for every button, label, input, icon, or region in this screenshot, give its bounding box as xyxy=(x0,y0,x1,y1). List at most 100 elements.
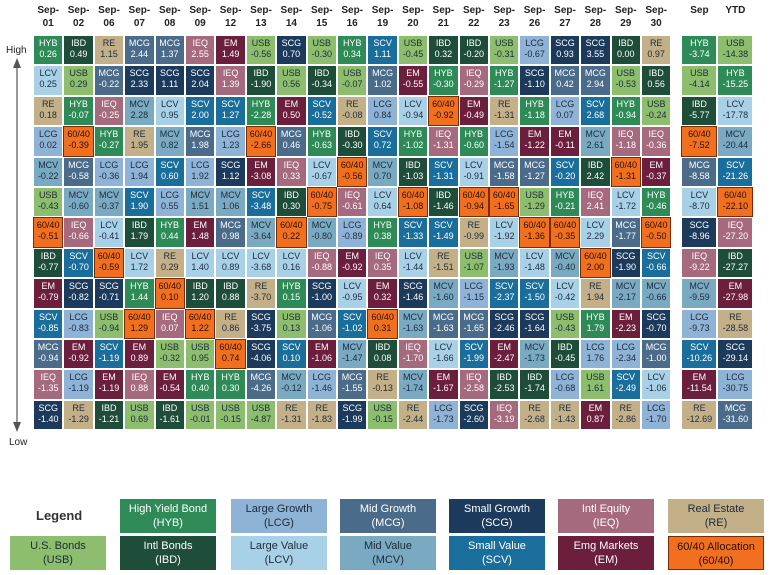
return-cell: USB 1.61 xyxy=(580,369,611,400)
return-value: -0.55 xyxy=(402,79,424,90)
return-value: -27.98 xyxy=(722,292,749,303)
return-value: -3.70 xyxy=(250,292,272,303)
return-cell: LCV 2.29 xyxy=(580,217,611,248)
legend-abbr: (LCG) xyxy=(264,517,294,529)
return-cell: MCV -1.60 xyxy=(428,278,459,309)
return-value: 1.61 xyxy=(586,383,605,394)
asset-code: LCG xyxy=(312,372,332,383)
return-value: -1.83 xyxy=(311,413,333,424)
asset-code: SCG xyxy=(524,68,545,79)
return-value: 1.95 xyxy=(130,140,149,151)
column-header-line2: 13 xyxy=(255,18,267,29)
asset-code: USB xyxy=(403,38,423,48)
return-cell: SCG -0.70 xyxy=(641,308,672,339)
return-cell: SCG 1.11 xyxy=(154,65,185,96)
legend-item: Emg Markets (EM) xyxy=(558,536,654,570)
return-value: 1.02 xyxy=(373,79,392,90)
return-value: -29.14 xyxy=(722,353,749,363)
legend-name: U.S. Bonds xyxy=(30,540,86,552)
asset-code: LCG xyxy=(69,372,88,383)
asset-code: USB xyxy=(130,402,149,413)
return-cell: MCG 2.44 xyxy=(124,35,155,66)
asset-code: RE xyxy=(345,98,359,109)
return-cell: MCV 2.28 xyxy=(124,95,155,127)
asset-code: EM xyxy=(315,342,329,352)
return-value: -0.85 xyxy=(37,322,59,333)
return-value: -31.60 xyxy=(722,413,749,424)
return-cell: LCG -1.54 xyxy=(489,126,520,157)
return-value: -1.44 xyxy=(402,261,424,272)
asset-code: SCG xyxy=(251,342,271,352)
return-cell: USB -0.53 xyxy=(610,65,641,96)
column-header-line2: 09 xyxy=(194,18,206,29)
asset-code: LCV xyxy=(690,190,709,200)
return-cell: RE -1.43 xyxy=(549,399,581,431)
return-cell: SCG -2.46 xyxy=(489,308,520,339)
return-cell: MCG -1.65 xyxy=(458,308,489,339)
asset-code: MCG xyxy=(432,311,454,322)
return-cell: SCG -0.71 xyxy=(93,278,125,309)
return-value: -0.58 xyxy=(68,170,89,181)
return-value: 1.22 xyxy=(191,322,209,333)
return-value: 2.55 xyxy=(191,49,209,59)
return-value: -1.64 xyxy=(524,322,545,333)
asset-code: MCV xyxy=(524,342,545,352)
return-cell: RE -2.68 xyxy=(519,399,550,431)
asset-code: SCV xyxy=(525,281,544,292)
asset-code: MCG xyxy=(68,159,90,170)
column-header-line2: 02 xyxy=(73,18,85,29)
return-value: 2.42 xyxy=(586,170,605,181)
return-cell: HYB -1.18 xyxy=(519,95,550,127)
return-value: -1.73 xyxy=(524,353,545,363)
return-cell: EM -2.47 xyxy=(489,339,520,370)
return-value: -4.06 xyxy=(250,353,272,363)
asset-code: EM xyxy=(619,311,633,322)
legend-abbr: (SCG) xyxy=(481,517,513,529)
return-cell: HYB 0.34 xyxy=(337,35,368,66)
return-value: 0.72 xyxy=(373,140,392,151)
return-value: -1.31 xyxy=(433,170,454,181)
return-cell: LCV -1.44 xyxy=(397,247,429,279)
asset-code: EM xyxy=(223,38,238,48)
asset-code: IEQ xyxy=(344,190,360,200)
return-cell: SCV 2.00 xyxy=(185,95,216,127)
return-cell: USB -0.56 xyxy=(245,35,277,66)
asset-code: LCV xyxy=(161,98,179,109)
return-cell: 60/40 2.00 xyxy=(580,247,611,279)
return-value: -1.27 xyxy=(524,170,545,181)
asset-code: HYB xyxy=(434,68,453,79)
asset-code: HYB xyxy=(726,68,745,79)
column-header-line1: Sep- xyxy=(371,5,394,16)
return-value: -10.26 xyxy=(686,353,713,363)
return-cell: USB -4.14 xyxy=(681,65,718,96)
return-cell: HYB -1.02 xyxy=(397,126,429,157)
return-value: -0.36 xyxy=(645,140,667,151)
asset-code: LCG xyxy=(616,342,636,352)
legend-item: Large Value (LCV) xyxy=(231,536,327,570)
asset-code: HYB xyxy=(403,129,423,140)
return-cell: LCV 0.64 xyxy=(367,187,398,218)
return-value: -0.35 xyxy=(554,231,576,242)
return-value: -2.66 xyxy=(250,140,272,151)
return-value: 0.74 xyxy=(221,353,240,363)
return-cell: RE -0.99 xyxy=(458,217,489,248)
return-value: -0.63 xyxy=(311,140,333,151)
asset-code: 60/40 xyxy=(724,190,747,200)
legend-abbr: (SCV) xyxy=(482,554,512,566)
return-cell: RE -1.31 xyxy=(276,399,307,431)
return-cell: LCV -1.72 xyxy=(610,187,641,218)
return-value: 1.12 xyxy=(221,170,240,181)
asset-code: IEQ xyxy=(283,159,300,170)
return-cell: IEQ -0.36 xyxy=(641,126,672,157)
return-value: -22.10 xyxy=(722,201,749,211)
return-cell: SCG 2.04 xyxy=(185,65,216,96)
asset-code: MCV xyxy=(159,129,180,140)
return-cell: RE -28.58 xyxy=(717,308,754,339)
column-header-line1: Sep- xyxy=(310,5,333,16)
return-cell: 60/40 -1.36 xyxy=(519,217,550,248)
return-cell: SCG -1.90 xyxy=(610,247,641,279)
return-value: -2.46 xyxy=(493,322,515,333)
return-value: -2.49 xyxy=(615,383,637,394)
return-value: 2.94 xyxy=(586,79,605,90)
asset-code: LCG xyxy=(130,159,149,170)
